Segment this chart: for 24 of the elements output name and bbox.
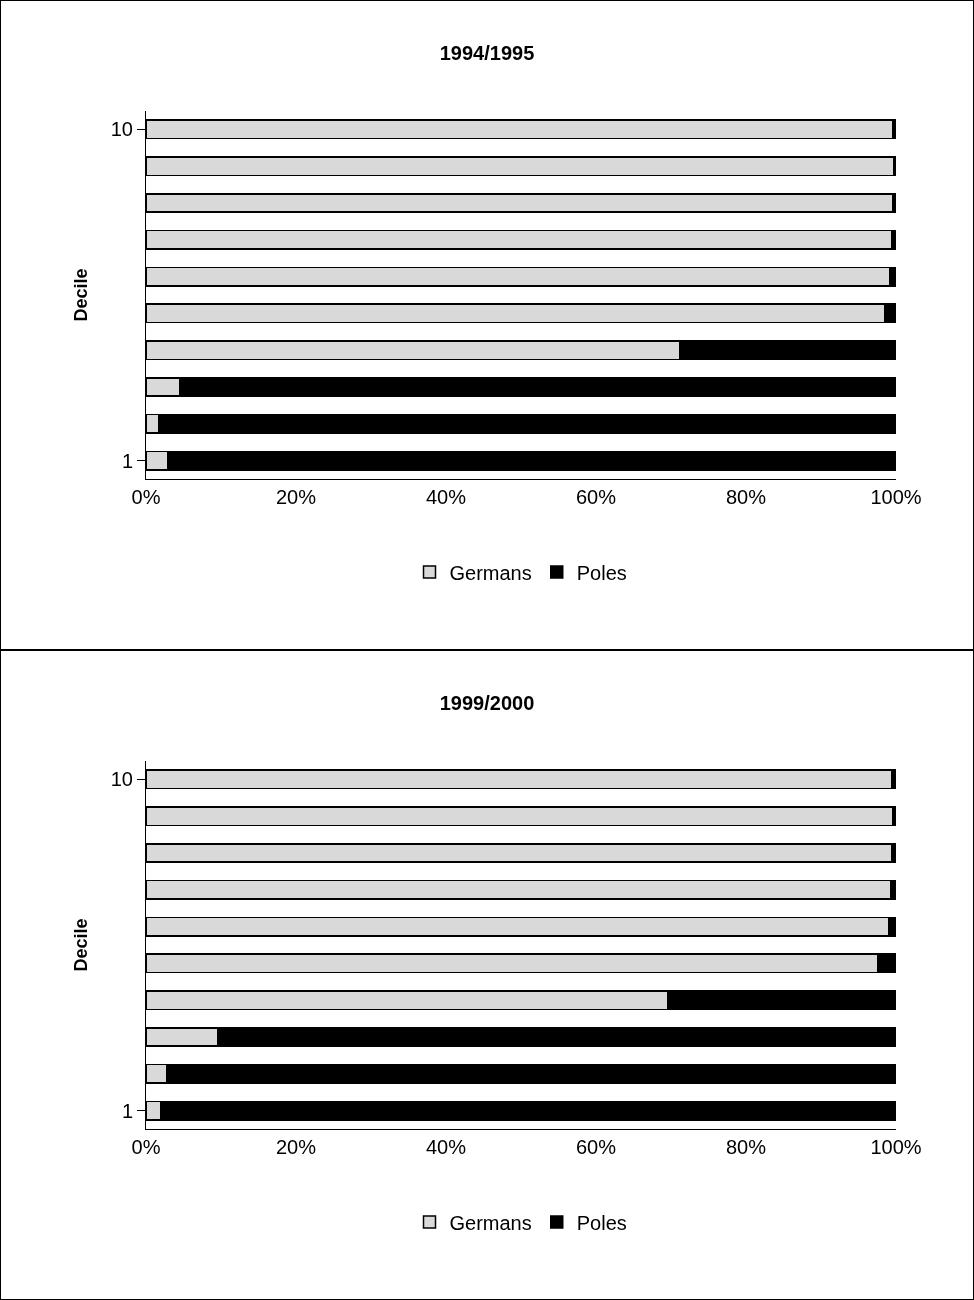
x-tick-label: 20% [275,486,317,508]
x-tick-label: 100% [870,486,922,508]
chart-title: 1999/2000 [439,692,535,715]
legend-label: Poles [576,1211,627,1234]
legend-label: Germans [449,561,532,584]
x-tick-label: 20% [275,1136,317,1158]
y-tick-label: 1 [121,1099,133,1122]
y-tick-label: 1 [121,449,133,472]
y-tick-label: 10 [110,118,133,141]
x-tick-label: 40% [425,486,467,508]
x-tick-label: 80% [725,1136,767,1158]
y-axis-title: Decile [70,918,91,972]
y-tick-label: 10 [110,768,133,791]
x-tick-label: 60% [575,486,617,508]
x-tick-label: 80% [725,486,767,508]
x-tick-label: 60% [575,1136,617,1158]
x-tick-label: 0% [131,1136,161,1158]
legend-label: Poles [576,561,627,584]
y-axis-title: Decile [70,268,91,322]
legend-label: Germans [449,1211,532,1234]
x-tick-label: 0% [131,486,161,508]
x-tick-label: 40% [425,1136,467,1158]
x-tick-label: 100% [870,1136,922,1158]
chart-title: 1994/1995 [439,42,535,65]
